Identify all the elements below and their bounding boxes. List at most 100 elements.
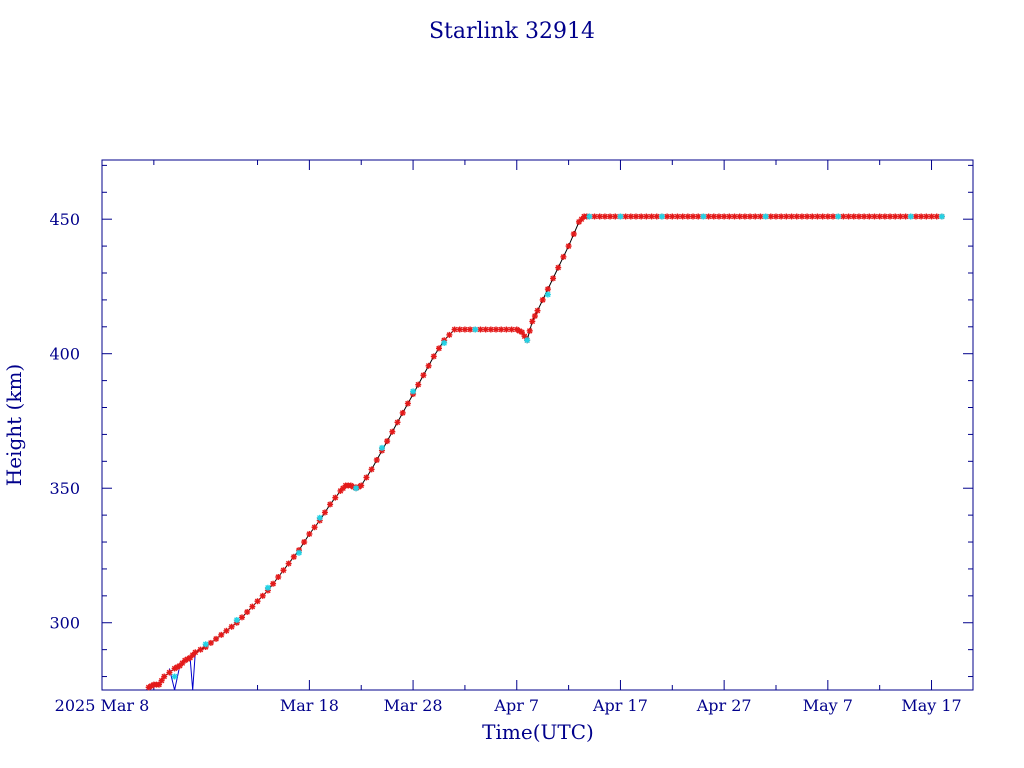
data-point-38	[482, 326, 489, 333]
y-tick-label-1: 350	[49, 479, 80, 498]
data-point-mid-45	[539, 296, 546, 303]
data-point-70	[783, 213, 790, 220]
data-point-mid-59	[674, 213, 681, 220]
data-point-mid-68	[767, 213, 774, 220]
secondary-point-13	[586, 213, 593, 220]
data-point-mid-38	[487, 326, 494, 333]
data-point-36	[461, 326, 468, 333]
data-point-mid-64	[726, 213, 733, 220]
data-point-67	[752, 213, 759, 220]
plot-frame	[101, 159, 974, 691]
data-point-mid-84	[933, 213, 940, 220]
data-point-3	[161, 673, 168, 680]
data-point-47	[555, 264, 562, 271]
data-point-mid-48	[570, 230, 577, 237]
data-point-mid-63	[715, 213, 722, 220]
secondary-point-8	[410, 388, 417, 395]
data-point-mid-56	[643, 213, 650, 220]
data-point-mid-39	[498, 326, 505, 333]
data-point-mid-52	[601, 213, 608, 220]
data-point-mid-70	[788, 213, 795, 220]
secondary-point-20	[938, 213, 945, 220]
data-point-mid-14	[259, 592, 266, 599]
data-point-16	[275, 574, 282, 581]
data-point-mid-20	[321, 509, 328, 516]
data-point-60	[679, 213, 686, 220]
data-point-64	[721, 213, 728, 220]
data-point-73	[814, 213, 821, 220]
data-point-10	[213, 635, 220, 642]
data-point-69	[772, 213, 779, 220]
data-point-mid-80	[892, 213, 899, 220]
data-point-52	[596, 213, 603, 220]
data-point-77	[855, 213, 862, 220]
data-point-mid-15	[270, 580, 277, 587]
data-point-13	[244, 608, 251, 615]
secondary-point-4	[296, 549, 303, 556]
data-point-78	[866, 213, 873, 220]
series-line	[148, 216, 942, 688]
secondary-point-11	[524, 337, 531, 344]
data-point-mid-2	[158, 677, 165, 684]
dropout-spike-0	[168, 665, 181, 691]
data-point-mid-72	[809, 213, 816, 220]
data-point-61	[690, 213, 697, 220]
data-point-mid-31	[415, 381, 422, 388]
data-point-74	[824, 213, 831, 220]
data-point-32	[420, 372, 427, 379]
secondary-point-17	[762, 213, 769, 220]
secondary-point-2	[233, 617, 240, 624]
x-axis-label: Time(UTC)	[482, 720, 594, 744]
data-point-mid-3	[166, 669, 173, 676]
data-point-mid-79	[881, 213, 888, 220]
data-point-mid-19	[311, 524, 318, 531]
dropout-spike-1	[189, 652, 196, 691]
data-point-mid-62	[705, 213, 712, 220]
data-point-55	[627, 213, 634, 220]
data-point-mid-82	[912, 213, 919, 220]
data-point-mid-26	[363, 474, 370, 481]
data-point-mid-36	[467, 326, 474, 333]
data-point-mid-42	[521, 333, 528, 340]
data-point-mid-51	[591, 213, 598, 220]
data-point-mid-27	[373, 456, 380, 463]
data-point-26	[358, 482, 365, 489]
data-point-57	[648, 213, 655, 220]
data-point-27	[368, 466, 375, 473]
data-point-72	[804, 213, 811, 220]
data-point-84	[928, 213, 935, 220]
secondary-point-16	[700, 213, 707, 220]
data-point-mid-28	[384, 438, 391, 445]
data-point-mid-30	[404, 400, 411, 407]
data-point-mid-46	[550, 275, 557, 282]
x-tick-label-3: Apr 7	[493, 696, 539, 715]
data-point-40	[503, 326, 510, 333]
data-point-59	[669, 213, 676, 220]
data-point-mid-74	[830, 213, 837, 220]
marker-layer	[145, 213, 945, 691]
data-point-39	[493, 326, 500, 333]
data-point-11	[223, 627, 230, 634]
y-tick-label-2: 400	[49, 345, 80, 364]
data-point-mid-76	[850, 213, 857, 220]
data-point-mid-66	[747, 213, 754, 220]
secondary-point-7	[378, 444, 385, 451]
secondary-point-10	[472, 326, 479, 333]
data-point-mid-9	[207, 639, 214, 646]
secondary-point-1	[202, 641, 209, 648]
data-point-46	[544, 286, 551, 293]
x-tick-label-5: Apr 27	[696, 696, 752, 715]
secondary-point-12	[544, 291, 551, 298]
secondary-point-15	[658, 213, 665, 220]
chart-title: Starlink 32914	[429, 19, 595, 44]
secondary-point-19	[907, 213, 914, 220]
data-point-66	[741, 213, 748, 220]
data-point-mid-69	[778, 213, 785, 220]
data-point-56	[638, 213, 645, 220]
data-point-mid-78	[871, 213, 878, 220]
secondary-point-14	[617, 213, 624, 220]
data-point-mid-83	[923, 213, 930, 220]
x-tick-label-2: Mar 28	[384, 696, 443, 715]
data-point-mid-11	[228, 623, 235, 630]
